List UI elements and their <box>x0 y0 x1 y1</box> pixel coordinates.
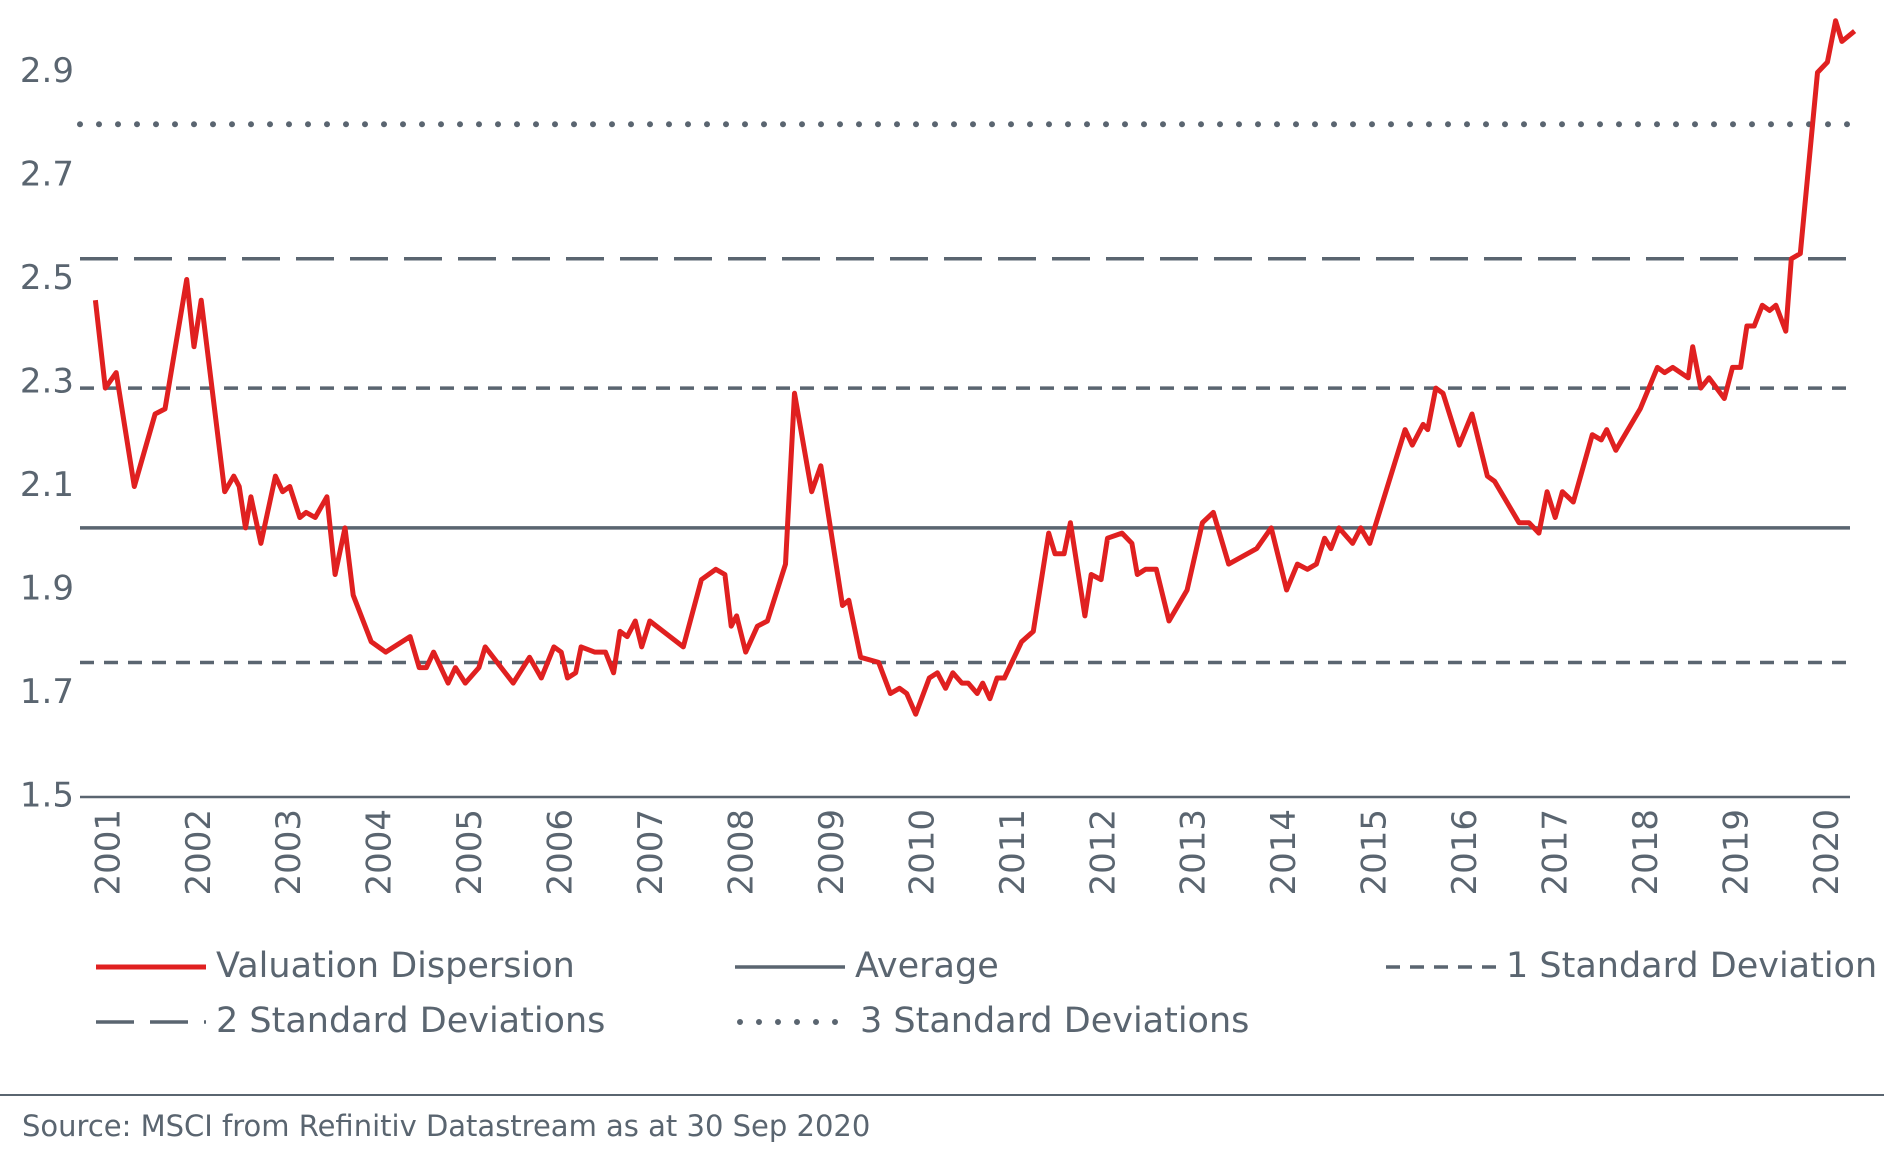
x-tick-label: 2020 <box>1807 809 1847 896</box>
y-tick-label: 2.9 <box>20 51 74 91</box>
source-note: Source: MSCI from Refinitiv Datastream a… <box>22 1109 870 1143</box>
x-tick-label: 2008 <box>721 809 761 896</box>
x-tick-label: 2014 <box>1264 809 1304 896</box>
data-line <box>92 18 1857 717</box>
legend-label: 2 Standard Deviations <box>216 1001 605 1041</box>
y-tick-label: 2.1 <box>20 465 74 505</box>
x-tick-label: 2007 <box>631 809 671 896</box>
legend-label: 1 Standard Deviation <box>1506 946 1877 986</box>
y-tick-label: 2.7 <box>20 154 74 194</box>
y-tick-label: 1.7 <box>20 672 74 712</box>
x-tick-label: 2004 <box>360 809 400 896</box>
legend-label: Average <box>855 946 999 986</box>
y-tick-label: 1.9 <box>20 568 74 608</box>
x-tick-label: 2013 <box>1174 809 1214 896</box>
x-tick-label: 2002 <box>179 809 219 896</box>
legend-label: Valuation Dispersion <box>216 946 575 986</box>
x-tick-label: 2015 <box>1355 809 1395 896</box>
x-tick-label: 2006 <box>541 809 581 896</box>
x-tick-label: 2001 <box>88 809 128 896</box>
x-tick-label: 2009 <box>812 809 852 896</box>
x-tick-label: 2011 <box>993 809 1033 896</box>
x-tick-label: 2018 <box>1626 809 1666 896</box>
y-tick-label: 2.3 <box>20 361 74 401</box>
x-tick-label: 2012 <box>1083 809 1123 896</box>
y-tick-label: 2.5 <box>20 258 74 298</box>
x-tick-label: 2017 <box>1536 809 1576 896</box>
y-tick-label: 1.5 <box>20 776 74 816</box>
x-tick-label: 2003 <box>269 809 309 896</box>
x-tick-label: 2010 <box>902 809 942 896</box>
legend-label: 3 Standard Deviations <box>860 1001 1249 1041</box>
x-tick-label: 2016 <box>1445 809 1485 896</box>
x-tick-label: 2005 <box>450 809 490 896</box>
x-tick-label: 2019 <box>1716 809 1756 896</box>
